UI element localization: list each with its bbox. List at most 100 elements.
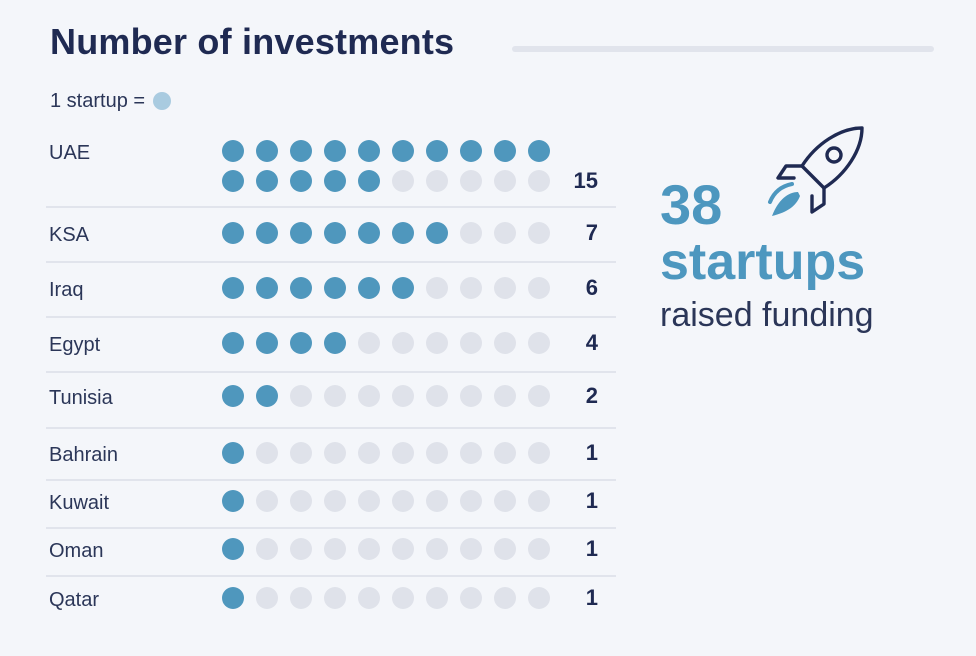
- startup-dot-filled: [222, 490, 244, 512]
- header: Number of investments: [50, 20, 934, 68]
- startup-dot-empty: [426, 332, 448, 354]
- startup-dot-empty: [324, 385, 346, 407]
- startup-dot-empty: [358, 332, 380, 354]
- startup-dot-empty: [426, 385, 448, 407]
- startup-dot-empty: [528, 277, 550, 299]
- row-divider: [46, 206, 616, 208]
- startup-dot-empty: [528, 442, 550, 464]
- startup-dot-empty: [494, 222, 516, 244]
- count-label: 1: [585, 536, 598, 561]
- startup-dot-empty: [256, 587, 278, 609]
- country-label: UAE: [49, 142, 91, 164]
- count-label: 1: [585, 585, 598, 610]
- startup-dot-filled: [494, 140, 516, 162]
- count-label: 2: [585, 383, 598, 408]
- startup-dot-filled: [528, 140, 550, 162]
- summary-unit: startups: [660, 233, 866, 291]
- country-label: Egypt: [49, 334, 101, 356]
- startup-dot-filled: [222, 587, 244, 609]
- startup-dot-empty: [392, 385, 414, 407]
- startup-dot-empty: [494, 587, 516, 609]
- row-divider: [46, 427, 616, 429]
- startup-dot-filled: [256, 140, 278, 162]
- startup-dot-empty: [528, 490, 550, 512]
- startup-dot-filled: [426, 140, 448, 162]
- startup-dot-filled: [290, 277, 312, 299]
- count-label: 15: [573, 168, 598, 193]
- rocket-icon: [768, 126, 864, 216]
- startup-dot-filled: [256, 277, 278, 299]
- chart-title: Number of investments: [50, 21, 455, 62]
- startup-dot-empty: [392, 332, 414, 354]
- startup-dot-filled: [324, 222, 346, 244]
- startup-dot-filled: [222, 140, 244, 162]
- count-label: 6: [585, 275, 598, 300]
- startup-dot-empty: [426, 587, 448, 609]
- startup-dot-empty: [392, 442, 414, 464]
- row-divider: [46, 371, 616, 373]
- startup-dot-empty: [392, 490, 414, 512]
- startup-dot-empty: [358, 385, 380, 407]
- startup-dot-empty: [528, 332, 550, 354]
- row-divider: [46, 261, 616, 263]
- startup-dot-empty: [426, 277, 448, 299]
- legend: 1 startup =: [50, 88, 172, 114]
- startup-dot-filled: [358, 140, 380, 162]
- startup-dot-empty: [494, 332, 516, 354]
- startup-dot-filled: [222, 538, 244, 560]
- startup-dot-filled: [290, 140, 312, 162]
- startup-dot-empty: [392, 538, 414, 560]
- startup-dot-empty: [528, 587, 550, 609]
- count-label: 1: [585, 440, 598, 465]
- country-label: Bahrain: [49, 444, 118, 466]
- startup-dot-empty: [460, 442, 482, 464]
- startup-dot-filled: [324, 140, 346, 162]
- startup-dot-empty: [358, 442, 380, 464]
- startup-dot-empty: [256, 490, 278, 512]
- startup-dot-empty: [494, 442, 516, 464]
- startup-dot-filled: [392, 222, 414, 244]
- startup-dot-filled: [256, 222, 278, 244]
- startup-dot-filled: [392, 277, 414, 299]
- startup-dot-empty: [460, 538, 482, 560]
- country-label: Qatar: [49, 589, 100, 611]
- startup-dot-empty: [324, 538, 346, 560]
- startup-dot-filled: [324, 332, 346, 354]
- startup-dot-empty: [324, 587, 346, 609]
- count-label: 4: [585, 330, 598, 355]
- country-label: Oman: [49, 540, 104, 562]
- startup-dot-filled: [358, 170, 380, 192]
- startup-dot-empty: [460, 490, 482, 512]
- startup-dot-filled: [290, 222, 312, 244]
- startup-dot-empty: [290, 587, 312, 609]
- startup-dot-empty: [426, 170, 448, 192]
- startup-dot-empty: [494, 385, 516, 407]
- startup-dot-filled: [426, 222, 448, 244]
- startup-dot-filled: [256, 332, 278, 354]
- startup-dot-filled: [324, 277, 346, 299]
- startup-dot-empty: [358, 538, 380, 560]
- row-divider: [46, 575, 616, 577]
- startup-dot-filled: [290, 170, 312, 192]
- title-rule: [512, 46, 934, 52]
- startup-dot-empty: [494, 490, 516, 512]
- summary: 38 startups raised funding: [660, 177, 874, 338]
- country-label: Kuwait: [49, 492, 110, 514]
- startup-dot-empty: [460, 332, 482, 354]
- startup-dot-empty: [290, 538, 312, 560]
- startup-dot-filled: [222, 277, 244, 299]
- startup-dot-empty: [494, 538, 516, 560]
- startup-dot-filled: [222, 170, 244, 192]
- startup-dot-empty: [358, 587, 380, 609]
- startup-dot-filled: [256, 385, 278, 407]
- startup-dot-empty: [460, 222, 482, 244]
- startup-dot-empty: [358, 490, 380, 512]
- startup-dot-filled: [324, 170, 346, 192]
- startup-dot-filled: [222, 222, 244, 244]
- startup-dot-empty: [290, 442, 312, 464]
- startup-dot-empty: [324, 442, 346, 464]
- startup-dot-empty: [426, 442, 448, 464]
- startup-dot-empty: [392, 170, 414, 192]
- row-divider: [46, 479, 616, 481]
